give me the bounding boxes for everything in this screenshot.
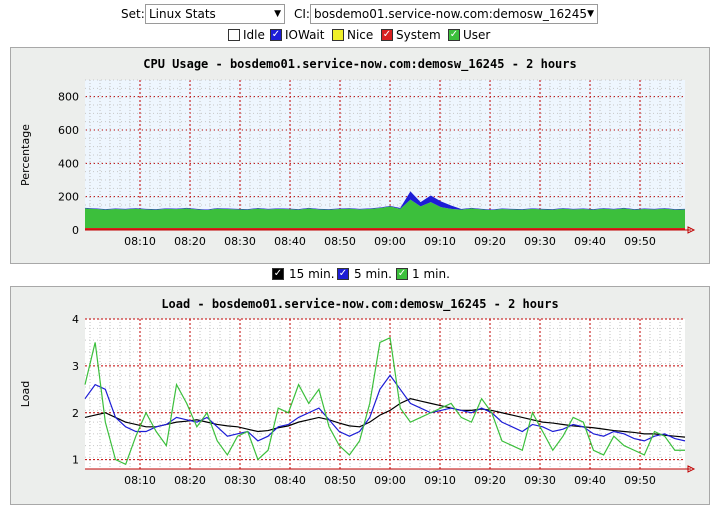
cpu-chart: 08:10 08:20 08:30 08:40 08:50 09:00 09:10 09:20… <box>19 79 696 248</box>
x-tick-label: 08:10 <box>124 474 156 487</box>
x-tick-label: 09:40 <box>574 474 606 487</box>
checkbox-user-label: User <box>463 28 491 42</box>
y-tick-label: 2 <box>72 407 79 420</box>
x-tick-label: 09:10 <box>424 235 456 248</box>
x-tick-label: 08:30 <box>224 474 256 487</box>
checkbox-5-min-label: 5 min. <box>354 267 392 281</box>
chevron-down-icon: ▼ <box>274 9 281 19</box>
set-label: Set: <box>121 7 145 21</box>
x-tick-label: 09:50 <box>624 235 656 248</box>
ci-label: CI: <box>294 7 310 21</box>
series-line-1-min- <box>84 336 685 466</box>
x-tick-label: 09:30 <box>524 474 556 487</box>
x-tick-label: 09:50 <box>624 474 656 487</box>
chevron-down-icon: ▼ <box>587 9 594 19</box>
x-tick-label: 08:50 <box>324 235 356 248</box>
checkbox-1-min[interactable]: ✓ <box>396 268 408 280</box>
checkbox-iowait-label: IOWait <box>285 28 325 42</box>
x-tick-label: 08:40 <box>274 474 306 487</box>
checkbox-user[interactable]: ✓ <box>448 29 460 41</box>
checkbox-1-min-label: 1 min. <box>412 267 450 281</box>
checkbox-system[interactable]: ✓ <box>381 29 393 41</box>
checkbox-nice[interactable] <box>332 29 344 41</box>
checkbox-15-min[interactable]: ✓ <box>272 268 284 280</box>
x-axis-arrow-icon <box>687 465 696 473</box>
checkbox-system-label: System <box>396 28 441 42</box>
load-chart-panel: Load - bosdemo01.service-now.com:demosw_… <box>10 286 710 505</box>
checkbox-idle[interactable] <box>228 29 240 41</box>
x-tick-label: 08:20 <box>174 235 206 248</box>
x-tick-label: 09:20 <box>474 235 506 248</box>
y-tick-label: 4 <box>72 313 79 326</box>
ci-dropdown[interactable]: bosdemo01.service-now.com:demosw_16245 ▼ <box>310 4 598 24</box>
x-tick-label: 09:30 <box>524 235 556 248</box>
series-area-user <box>85 199 685 228</box>
y-tick-label: 200 <box>58 191 79 204</box>
x-tick-label: 09:00 <box>374 235 406 248</box>
cpu-series-toggles: Idle ✓ IOWait Nice ✓ System ✓ User <box>0 28 713 44</box>
set-dropdown[interactable]: Linux Stats ▼ <box>145 4 285 24</box>
x-tick-label: 08:40 <box>274 235 306 248</box>
load-series-toggles: ✓ 15 min. ✓ 5 min. ✓ 1 min. <box>0 267 713 283</box>
ci-dropdown-value: bosdemo01.service-now.com:demosw_16245 <box>314 7 588 21</box>
x-tick-label: 09:40 <box>574 235 606 248</box>
y-axis-label: Percentage <box>19 124 32 186</box>
checkbox-15-min-label: 15 min. <box>289 267 335 281</box>
plot-area <box>85 319 685 469</box>
cpu-chart-panel: CPU Usage - bosdemo01.service-now.com:de… <box>10 47 710 264</box>
x-tick-label: 08:20 <box>174 474 206 487</box>
y-tick-label: 400 <box>58 157 79 170</box>
x-tick-label: 09:20 <box>474 474 506 487</box>
checkbox-5-min[interactable]: ✓ <box>337 268 349 280</box>
y-tick-label: 800 <box>58 91 79 104</box>
x-tick-label: 09:10 <box>424 474 456 487</box>
x-tick-label: 08:50 <box>324 474 356 487</box>
x-axis-arrow-icon <box>687 226 696 234</box>
checkbox-idle-label: Idle <box>243 28 265 42</box>
y-axis-label: Load <box>19 381 32 407</box>
y-tick-label: 3 <box>72 360 79 373</box>
load-chart-title: Load - bosdemo01.service-now.com:demosw_… <box>161 297 559 311</box>
checkbox-iowait[interactable]: ✓ <box>270 29 282 41</box>
y-tick-label: 1 <box>72 454 79 467</box>
y-tick-label: 600 <box>58 124 79 137</box>
cpu-chart-title: CPU Usage - bosdemo01.service-now.com:de… <box>143 57 577 71</box>
x-tick-label: 08:10 <box>124 235 156 248</box>
x-tick-label: 08:30 <box>224 235 256 248</box>
x-tick-label: 09:00 <box>374 474 406 487</box>
load-chart: 08:10 08:20 08:30 08:40 08:50 09:00 09:10 09:20… <box>19 313 696 487</box>
chart-controls: Set: Linux Stats ▼ CI: bosdemo01.service… <box>0 4 713 26</box>
series-area-iowait <box>85 191 685 210</box>
set-dropdown-value: Linux Stats <box>149 7 216 21</box>
y-tick-label: 0 <box>72 224 79 237</box>
checkbox-nice-label: Nice <box>347 28 374 42</box>
